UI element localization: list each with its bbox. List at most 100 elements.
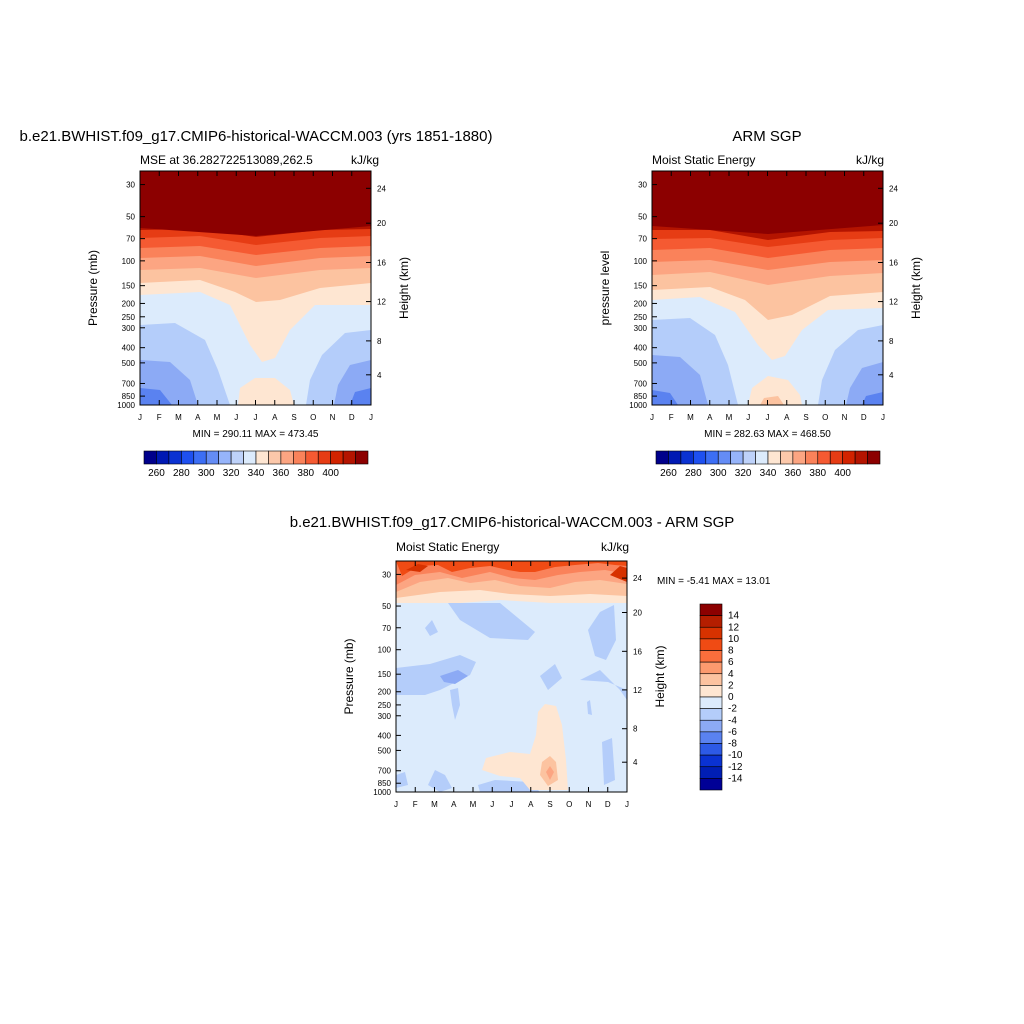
pressure-tick-label: 700 [378,767,392,776]
pressure-tick-label: 30 [382,570,391,579]
panel-diff-subtitle-left: Moist Static Energy [396,540,499,554]
height-tick-label: 24 [889,184,898,193]
colorbar-swatch [230,450,244,465]
colorbar-swatch [705,450,719,465]
colorbar-swatch [693,450,707,465]
pressure-tick-label: 100 [122,257,136,266]
pressure-tick-label: 850 [378,779,392,788]
colorbar-label: 400 [322,468,339,479]
month-label: J [625,800,629,809]
month-label: M [175,413,182,422]
pressure-tick-label: 300 [378,712,392,721]
colorbar-label: 380 [809,468,826,479]
colorbar-swatch [699,731,723,744]
axes-layer: 3050701001502002503004005007008501000242… [86,171,923,809]
month-label: A [272,413,278,422]
pressure-tick-label: 200 [378,688,392,697]
month-label: D [349,413,355,422]
colorbar-label: 320 [735,468,752,479]
height-tick-label: 4 [889,371,894,380]
pressure-tick-label: 700 [634,379,648,388]
pressure-tick-label: 50 [126,213,135,222]
pressure-tick-label: 400 [122,344,136,353]
month-label: J [650,413,654,422]
colorbar-label: 320 [223,468,240,479]
height-tick-label: 24 [377,184,386,193]
colorbar-swatch [280,450,294,465]
colorbar-label: -4 [728,715,737,726]
panel-model-subtitle-left: MSE at 36.282722513089,262.5 [140,153,313,167]
colorbar-swatch [293,450,307,465]
y-axis-title-left: Pressure (mb) [342,638,356,714]
colorbar-swatch [181,450,195,465]
panel-obs-title: ARM SGP [732,128,801,145]
colorbar-label: -8 [728,739,737,750]
stats-label: MIN = 282.63 MAX = 468.50 [704,429,831,440]
panel-obs: ARM SGP Moist Static Energy kJ/kg [651,128,884,406]
month-label: J [254,413,258,422]
colorbar-swatch [767,450,781,465]
month-label: J [138,413,142,422]
month-label: A [707,413,713,422]
colorbar-label: 380 [297,468,314,479]
pressure-tick-label: 30 [126,181,135,190]
y-axis-title-right: Height (km) [397,257,411,319]
colorbar-swatch [699,615,723,628]
panel-model: b.e21.BWHIST.f09_g17.CMIP6-historical-WA… [20,128,493,406]
pressure-tick-label: 400 [634,344,648,353]
panel-obs-subtitle-right: kJ/kg [856,153,884,167]
month-label: J [234,413,238,422]
colorbar-swatch [218,450,232,465]
pressure-tick-label: 1000 [117,401,135,410]
height-tick-label: 12 [889,298,898,307]
colorbar-label: 14 [728,611,740,622]
colorbar-swatch [699,638,723,651]
colorbar-swatch [699,708,723,721]
colorbar-swatch [305,450,319,465]
height-tick-label: 16 [889,258,898,267]
colorbar-swatch [243,450,257,465]
colorbar-swatch [699,661,723,675]
colorbar-label: 260 [148,468,165,479]
height-tick-label: 16 [377,258,386,267]
month-label: A [451,800,457,809]
panel-diff-stats: MIN = -5.41 MAX = 13.01 [657,576,771,587]
colorbar-swatch [699,673,723,686]
colorbar-swatch [699,719,723,733]
pressure-tick-label: 200 [122,299,136,308]
month-label: N [842,413,848,422]
colorbar-label: 280 [173,468,190,479]
pressure-tick-label: 150 [378,670,392,679]
y-axis-title-right: Height (km) [653,645,667,707]
colorbar-swatch [342,450,356,465]
pressure-tick-label: 200 [634,299,648,308]
height-tick-label: 20 [633,609,642,618]
pressure-tick-label: 500 [634,359,648,368]
colorbars-layer: 260 280 300 320 340 360 380 400 260 280 300 320 340 3… [143,450,881,791]
colorbar-swatch [699,650,723,663]
month-label: J [394,800,398,809]
colorbar-swatch [156,450,170,465]
panel-model-title: b.e21.BWHIST.f09_g17.CMIP6-historical-WA… [20,128,493,145]
colorbar-swatch [699,766,723,779]
colorbar-swatch [268,450,282,465]
month-label: D [861,413,867,422]
colorbar-swatch [699,743,723,756]
colorbar-label: -6 [728,727,737,738]
month-label: J [510,800,514,809]
colorbar-label: 2 [728,680,734,691]
colorbar-label: -12 [728,762,743,773]
pressure-tick-label: 250 [122,313,136,322]
pressure-tick-label: 300 [634,324,648,333]
colorbar-1: 260 280 300 320 340 360 380 400 [655,450,881,479]
colorbar-label: 300 [710,468,727,479]
height-tick-label: 8 [633,725,638,734]
colorbar-swatch [668,450,682,465]
pressure-tick-label: 150 [122,282,136,291]
pressure-tick-label: 50 [382,602,391,611]
month-label: M [214,413,221,422]
month-label: O [822,413,828,422]
colorbar-swatch [842,450,856,465]
month-label: J [766,413,770,422]
